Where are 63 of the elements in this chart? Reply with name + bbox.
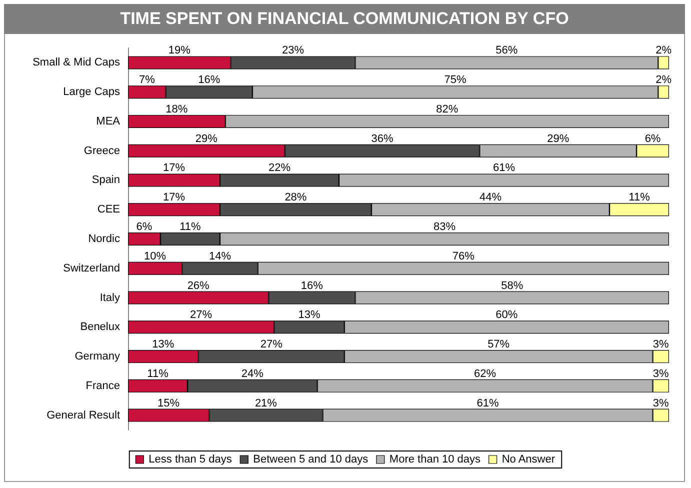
y-tick-label: General Result [46,409,120,422]
data-label: 21% [254,397,278,410]
data-label: 24% [241,368,264,380]
data-label: 83% [433,221,456,233]
data-label: 26% [187,280,210,292]
y-tick-label: France [86,380,120,392]
y-tick-label: Germany [74,350,120,363]
data-label: 16% [198,74,220,86]
data-label: 10% [144,250,166,262]
data-label: 6% [644,132,661,145]
legend-label: No Answer [502,454,556,466]
data-label: 27% [260,338,283,351]
data-label: 22% [268,162,291,174]
data-label: 11% [147,368,169,380]
y-tick-label: Small & Mid Caps [32,56,120,69]
y-tick-label: Italy [100,292,120,304]
data-label: 14% [208,250,232,262]
y-tick-label: Greece [84,144,120,157]
data-label: 7% [138,74,156,86]
data-label: 3% [652,397,670,410]
data-label: 56% [496,44,518,57]
data-label: 60% [496,309,518,322]
data-label: 61% [476,397,499,410]
data-label: 2% [656,74,672,86]
legend-label: More than 10 days [389,454,482,466]
legend-label: Between 5 and 10 days [253,454,369,466]
data-label: 44% [479,192,502,204]
data-label: 13% [152,338,174,351]
data-label: 62% [474,368,496,380]
data-label: 17% [162,192,186,204]
data-label: 3% [652,338,670,351]
y-tick-label: Spain [92,174,120,186]
y-tick-label: Switzerland [63,262,120,274]
data-label: 57% [488,338,510,351]
data-label: 17% [162,162,186,174]
data-label: 11% [180,221,202,233]
data-label: 15% [158,397,180,410]
y-tick-label: Large Caps [63,86,120,98]
data-label: 36% [371,132,394,145]
data-label: 6% [136,221,152,233]
y-tick-label: Nordic [88,233,120,245]
data-label: 11% [628,192,650,204]
data-label: 2% [656,44,672,57]
data-label: 29% [547,132,570,145]
data-label: 28% [284,192,307,204]
data-label: 75% [444,74,467,86]
y-tick-label: MEA [96,115,121,128]
data-label: 61% [492,162,516,174]
legend-label: Less than 5 days [148,454,232,466]
data-label: 23% [282,44,304,57]
y-tick-label: Benelux [80,321,120,334]
data-label: 76% [452,250,475,262]
data-label: 18% [166,103,188,116]
data-label: 3% [652,368,670,380]
data-label: 27% [190,309,212,322]
y-tick-label: CEE [97,204,120,216]
chart-title: TIME SPENT ON FINANCIAL COMMUNICATION BY CFO [4,4,685,34]
data-label: 58% [501,280,524,292]
data-label: 16% [300,280,324,292]
data-label: 29% [195,132,218,145]
data-label: 82% [436,103,458,116]
data-label: 13% [298,309,320,322]
data-label: 19% [168,44,191,57]
